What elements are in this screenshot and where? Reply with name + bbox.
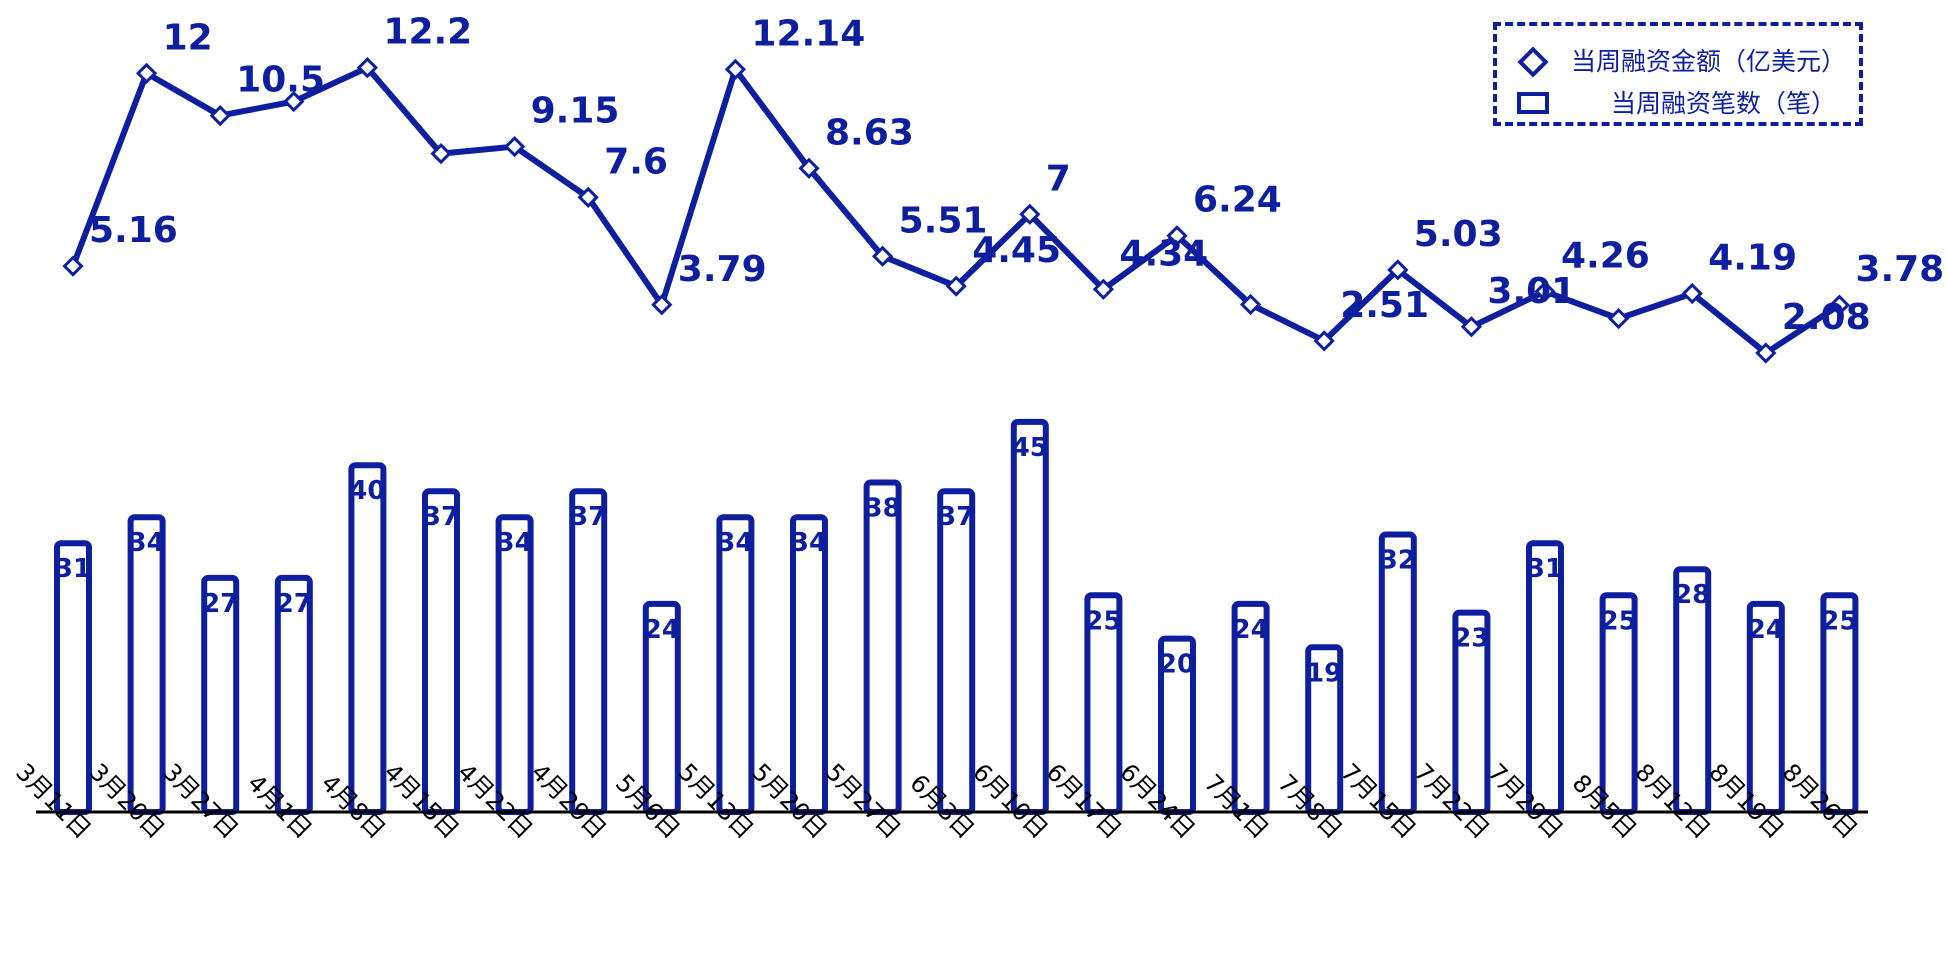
line-marker-17 (1313, 330, 1335, 352)
line-label-18: 5.03 (1414, 214, 1503, 255)
line-label-1: 12 (163, 17, 213, 58)
bar-label-4: 40 (349, 476, 385, 506)
legend-item-count: 当周融资笔数（笔） (1515, 84, 1836, 120)
line-marker-5 (430, 143, 452, 165)
line-label-2: 10.5 (236, 60, 325, 101)
bar-label-15: 20 (1159, 650, 1195, 680)
line-label-8: 3.79 (678, 249, 767, 290)
line-marker-3 (283, 90, 305, 113)
line-label-14: 4.34 (1119, 233, 1208, 274)
line-label-19: 3.01 (1487, 271, 1576, 312)
bar-marker-icon (1515, 88, 1549, 116)
bar-13 (1010, 418, 1049, 815)
bar-6 (495, 514, 534, 815)
line-data-labels: 5.161210.512.29.157.63.7912.148.635.514.… (89, 12, 1944, 338)
line-marker-11 (871, 245, 894, 267)
line-label-12: 4.45 (972, 230, 1061, 271)
bar-label-10: 34 (791, 528, 827, 558)
bar-label-2: 27 (202, 589, 238, 619)
bar-label-5: 37 (423, 502, 459, 532)
line-label-13: 7 (1046, 158, 1071, 199)
line-marker-23 (1755, 342, 1777, 364)
line-marker-19 (1460, 316, 1483, 338)
bar-7 (569, 488, 608, 815)
bar-label-20: 31 (1527, 554, 1563, 584)
line-marker-24 (1828, 294, 1851, 316)
bar-label-13: 45 (1012, 433, 1048, 463)
line-label-11: 5.51 (899, 200, 988, 241)
bar-series (54, 418, 1859, 816)
line-marker-1 (135, 62, 158, 84)
bar-label-8: 24 (644, 615, 680, 645)
line-marker-12 (945, 275, 967, 297)
line-marker-18 (1387, 259, 1409, 281)
line-label-17: 2.51 (1340, 285, 1429, 326)
line-label-23: 2.08 (1782, 297, 1871, 338)
bar-12 (937, 488, 976, 815)
bar-label-18: 32 (1380, 546, 1416, 576)
bar-label-21: 25 (1601, 606, 1637, 636)
diamond-marker-icon (1515, 46, 1549, 78)
legend-item-amount: 当周融资金额（亿美元） (1515, 42, 1846, 78)
line-label-24: 3.78 (1855, 249, 1944, 290)
bar-label-7: 37 (570, 502, 606, 532)
bar-1 (127, 514, 166, 815)
line-marker-8 (651, 294, 673, 316)
legend-label-amount: 当周融资金额（亿美元） (1571, 47, 1847, 76)
bar-label-19: 23 (1453, 624, 1489, 654)
bar-label-3: 27 (276, 589, 312, 619)
line-marker-22 (1681, 282, 1703, 305)
line-marker-21 (1607, 307, 1630, 330)
bar-label-9: 34 (717, 528, 753, 558)
line-label-9: 12.14 (751, 13, 865, 54)
line-marker-2 (209, 104, 231, 127)
line-marker-13 (1019, 203, 1041, 225)
bar-label-0: 31 (55, 554, 91, 584)
bar-data-labels: 31 34 27 27 40 37 34 37 24 34 34 38 37 45 25 20 24 19 32 23… (55, 433, 1858, 688)
line-marker-9 (724, 58, 747, 80)
legend-label-count: 当周融资笔数（笔） (1611, 89, 1837, 118)
bar-label-17: 19 (1306, 658, 1342, 688)
line-label-4: 12.2 (383, 12, 472, 53)
line-marker-10 (798, 157, 820, 179)
bar-label-1: 34 (129, 528, 165, 558)
bar-18 (1378, 531, 1417, 815)
line-series (62, 57, 1851, 364)
line-label-6: 9.15 (531, 91, 620, 132)
bar-label-22: 28 (1674, 580, 1710, 610)
line-label-20: 4.26 (1561, 236, 1650, 277)
line-marker-0 (62, 255, 84, 277)
line-label-15: 6.24 (1193, 180, 1282, 221)
line-label-0: 5.16 (89, 210, 178, 251)
line-marker-20 (1534, 280, 1556, 303)
line-marker-14 (1092, 278, 1115, 300)
bar-label-12: 37 (938, 502, 974, 532)
bar-label-23: 24 (1748, 615, 1784, 645)
line-label-10: 8.63 (825, 112, 914, 153)
bar-label-6: 34 (497, 528, 533, 558)
bar-10 (790, 514, 828, 815)
bar-11 (863, 479, 902, 815)
line-label-22: 4.19 (1708, 238, 1797, 279)
bar-5 (422, 488, 460, 815)
bar-label-11: 38 (865, 494, 901, 524)
line-marker-6 (503, 136, 526, 158)
line-marker-16 (1239, 293, 1262, 316)
legend: 当周融资金额（亿美元） 当周融资笔数（笔） (1493, 22, 1863, 126)
line-label-7: 7.6 (604, 141, 668, 182)
bar-label-24: 25 (1821, 606, 1857, 636)
bar-9 (716, 514, 755, 815)
bar-4 (348, 462, 387, 815)
line-marker-7 (577, 186, 599, 208)
line-marker-4 (356, 57, 379, 79)
line-marker-15 (1166, 225, 1188, 247)
bar-label-16: 24 (1233, 615, 1269, 645)
bar-label-14: 25 (1085, 606, 1121, 636)
